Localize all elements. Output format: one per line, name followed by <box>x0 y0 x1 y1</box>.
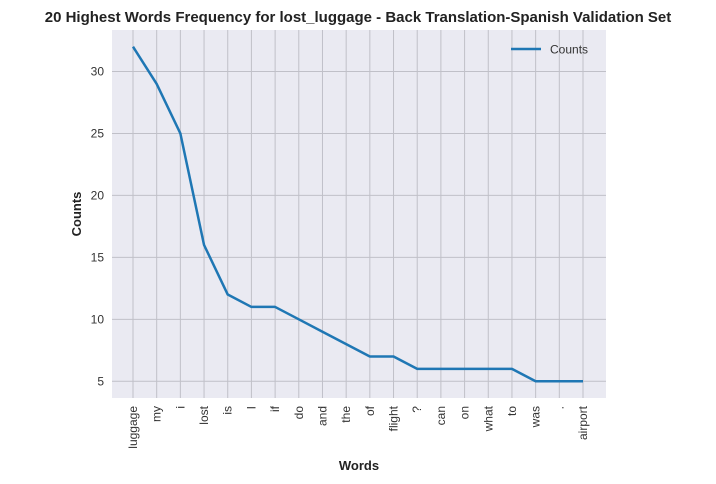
x-tick-label: can <box>434 406 448 425</box>
y-tick-label: 15 <box>91 250 105 264</box>
x-tick-label: ? <box>410 406 424 413</box>
legend-entry-counts: Counts <box>550 43 588 57</box>
y-tick-label: 20 <box>91 188 105 202</box>
y-axis: 5 10 15 20 25 30 <box>91 65 105 389</box>
grid <box>112 30 606 398</box>
plot-area <box>112 30 606 398</box>
x-tick-label: i <box>173 406 187 409</box>
x-tick-label: what <box>481 405 495 432</box>
x-axis-label: Words <box>339 458 379 473</box>
y-tick-label: 25 <box>91 126 105 140</box>
x-tick-label: lost <box>197 405 211 424</box>
y-tick-label: 10 <box>91 312 105 326</box>
y-tick-label: 30 <box>91 65 105 79</box>
x-tick-label: . <box>552 406 566 409</box>
x-tick-label: my <box>150 406 164 422</box>
y-tick-label: 5 <box>97 374 104 388</box>
x-tick-label: on <box>458 406 472 419</box>
x-tick-label: do <box>292 406 306 420</box>
x-tick-label: airport <box>576 405 590 440</box>
x-tick-label: luggage <box>126 406 140 449</box>
x-tick-label: was <box>529 406 543 428</box>
x-tick-label: flight <box>387 405 401 431</box>
x-tick-label: the <box>339 406 353 423</box>
x-tick-label: if <box>268 405 282 412</box>
y-axis-label: Counts <box>69 192 84 237</box>
x-tick-label: of <box>363 405 377 416</box>
chart-title: 20 Highest Words Frequency for lost_lugg… <box>45 9 672 26</box>
x-tick-label: I <box>244 406 258 409</box>
x-tick-label: and <box>315 406 329 426</box>
x-tick-label: is <box>221 406 235 415</box>
x-tick-label: to <box>505 406 519 416</box>
series-line-counts <box>131 46 583 383</box>
legend: Counts <box>511 43 588 57</box>
